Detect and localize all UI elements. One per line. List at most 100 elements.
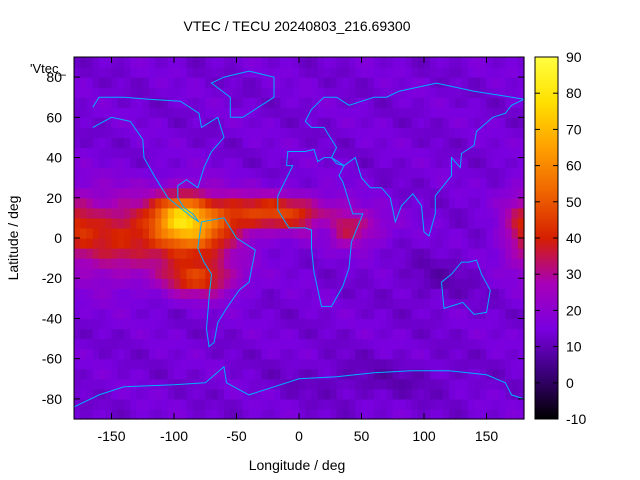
heatmap-cell xyxy=(249,378,256,390)
heatmap-cell xyxy=(286,258,294,269)
colorbar-tick-label: 70 xyxy=(566,121,582,137)
heatmap-cell xyxy=(311,97,319,108)
heatmap-cell xyxy=(280,398,288,410)
heatmap-cell xyxy=(392,238,400,249)
heatmap-cell xyxy=(161,117,169,128)
heatmap-cell xyxy=(317,117,325,128)
heatmap-cell xyxy=(249,197,256,209)
heatmap-cell xyxy=(467,187,475,199)
heatmap-cell xyxy=(467,288,475,299)
heatmap-cell xyxy=(330,207,338,219)
heatmap-cell xyxy=(274,368,281,380)
heatmap-cell xyxy=(167,388,175,400)
heatmap-cell xyxy=(417,137,425,149)
heatmap-cell xyxy=(230,107,238,118)
heatmap-cell xyxy=(274,288,281,299)
heatmap-cell xyxy=(411,117,419,128)
heatmap-cell xyxy=(80,217,88,229)
heatmap-cell xyxy=(155,328,163,340)
heatmap-cell xyxy=(392,288,400,299)
heatmap-cell xyxy=(436,67,444,78)
heatmap-cell xyxy=(149,117,156,128)
heatmap-cell xyxy=(236,97,244,108)
heatmap-cell xyxy=(242,77,250,88)
heatmap-cell xyxy=(230,197,238,209)
heatmap-cell xyxy=(511,217,519,229)
heatmap-cell xyxy=(274,388,281,400)
heatmap-cell xyxy=(142,238,150,249)
heatmap-cell xyxy=(330,67,338,78)
heatmap-cell xyxy=(492,217,500,229)
heatmap-cell xyxy=(392,258,400,269)
heatmap-cell xyxy=(405,147,413,159)
heatmap-cell xyxy=(230,67,238,78)
heatmap-cell xyxy=(461,217,469,229)
heatmap-cell xyxy=(374,147,381,159)
heatmap-cell xyxy=(361,227,369,239)
heatmap-cell xyxy=(480,107,488,118)
heatmap-cell xyxy=(449,57,456,68)
heatmap-cell xyxy=(180,358,188,370)
heatmap-cell xyxy=(386,248,394,259)
heatmap-cell xyxy=(517,318,525,330)
heatmap-cell xyxy=(267,207,275,219)
heatmap-cell xyxy=(461,298,469,309)
heatmap-cell xyxy=(249,318,256,330)
heatmap-cell xyxy=(511,107,519,118)
heatmap-cell xyxy=(205,217,213,229)
heatmap-cell xyxy=(130,368,138,380)
heatmap-cell xyxy=(130,288,138,299)
heatmap-cell xyxy=(274,137,281,149)
heatmap-cell xyxy=(267,238,275,249)
heatmap-cell xyxy=(399,137,406,149)
heatmap-cell xyxy=(155,238,163,249)
heatmap-cell xyxy=(455,177,463,189)
heatmap-cell xyxy=(330,398,338,410)
heatmap-cell xyxy=(405,177,413,189)
heatmap-cell xyxy=(380,107,388,118)
heatmap-cell xyxy=(317,97,325,108)
heatmap-cell xyxy=(99,268,106,279)
heatmap-cell xyxy=(286,318,294,330)
heatmap-cell xyxy=(311,358,319,370)
heatmap-cell xyxy=(492,147,500,159)
heatmap-cell xyxy=(161,137,169,149)
heatmap-cell xyxy=(492,238,500,249)
heatmap-cell xyxy=(511,348,519,360)
heatmap-cell xyxy=(317,67,325,78)
heatmap-cell xyxy=(167,117,175,128)
heatmap-cell xyxy=(511,137,519,149)
heatmap-cell xyxy=(105,328,113,340)
heatmap-cell xyxy=(311,197,319,209)
heatmap-cell xyxy=(267,97,275,108)
heatmap-cell xyxy=(342,258,350,269)
heatmap-cell xyxy=(205,197,213,209)
heatmap-cell xyxy=(167,87,175,98)
heatmap-cell xyxy=(292,378,300,390)
heatmap-cell xyxy=(199,408,206,420)
heatmap-cell xyxy=(142,177,150,189)
heatmap-cell xyxy=(455,398,463,410)
heatmap-cell xyxy=(411,217,419,229)
heatmap-cell xyxy=(299,127,306,139)
heatmap-cell xyxy=(305,388,313,400)
heatmap-cell xyxy=(399,408,406,420)
heatmap-cell xyxy=(349,368,356,380)
heatmap-cell xyxy=(349,338,356,350)
heatmap-cell xyxy=(155,187,163,199)
heatmap-cell xyxy=(286,127,294,139)
heatmap-cell xyxy=(192,408,200,420)
heatmap-cell xyxy=(130,408,138,420)
heatmap-cell xyxy=(299,157,306,169)
heatmap-cell xyxy=(242,408,250,420)
heatmap-cell xyxy=(261,197,269,209)
heatmap-cell xyxy=(511,207,519,219)
heatmap-cell xyxy=(167,187,175,199)
x-tick-label: 50 xyxy=(354,428,370,444)
heatmap-cell xyxy=(480,398,488,410)
heatmap-cell xyxy=(305,117,313,128)
heatmap-cell xyxy=(105,268,113,279)
heatmap-cell xyxy=(317,248,325,259)
heatmap-cell xyxy=(99,167,106,179)
heatmap-cell xyxy=(424,238,431,249)
